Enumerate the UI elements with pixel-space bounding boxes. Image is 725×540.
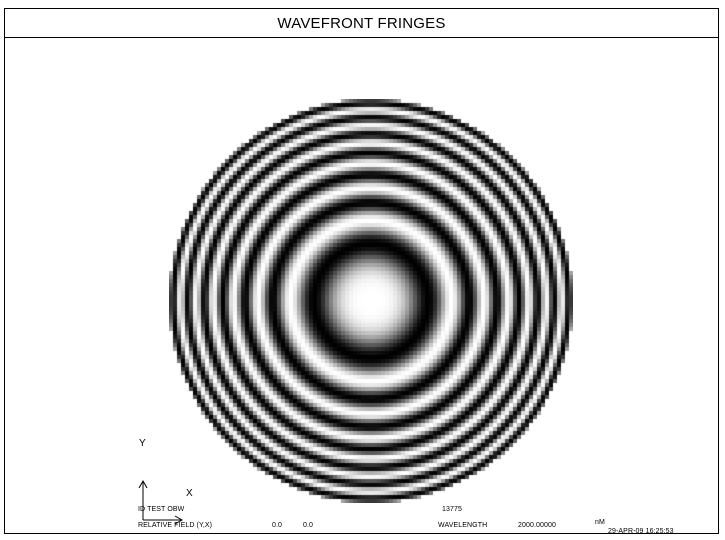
wavelength-unit: nM (595, 519, 605, 526)
timestamp: 29-APR-09 16:25:53 (608, 528, 674, 535)
wavelength-value: 2000.00000 (518, 522, 556, 529)
wavelength-label: WAVELENGTH (438, 522, 488, 529)
y-axis-label: Y (139, 438, 146, 449)
relative-field-y: 0.0 (272, 522, 283, 529)
x-axis-label: X (186, 488, 193, 499)
id-text: ID TEST OBW (138, 506, 185, 513)
plot-window: WAVEFRONT FRINGES Y X ID TEST OBW 13775 … (4, 8, 719, 535)
axis-orientation-icon (138, 479, 184, 525)
relative-field-label: RELATIVE FIELD (Y,X) (138, 522, 213, 529)
plot-title: WAVEFRONT FRINGES (5, 9, 718, 38)
relative-field-x: 0.0 (303, 522, 314, 529)
interferogram-image (169, 99, 573, 503)
id-value: 13775 (442, 506, 462, 513)
plot-area: Y X ID TEST OBW 13775 RELATIVE FIELD (Y,… (5, 38, 718, 535)
